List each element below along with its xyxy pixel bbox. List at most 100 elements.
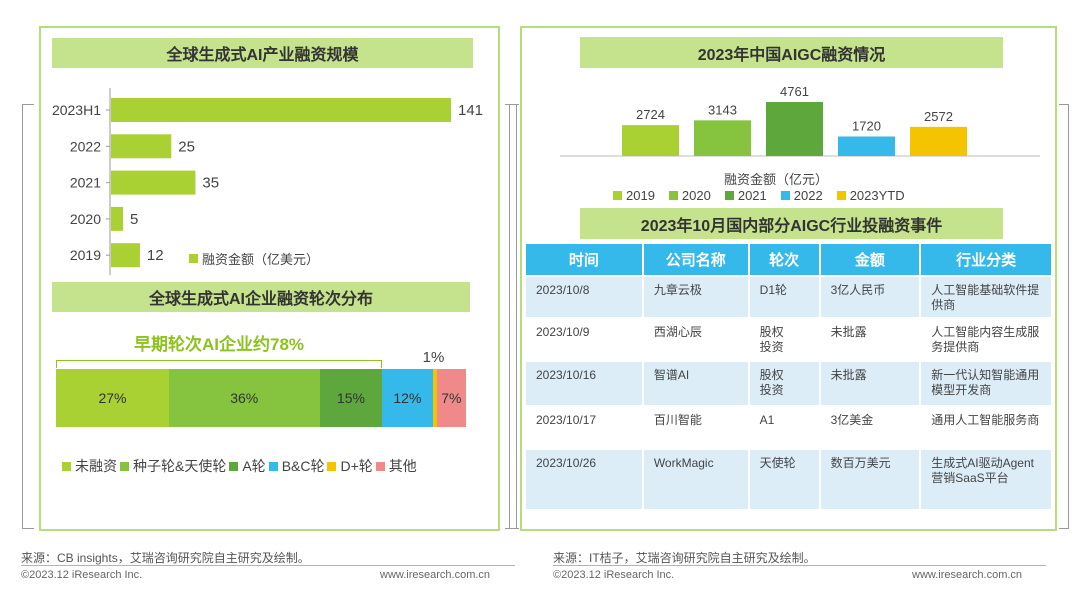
table-cell: 九章云极 — [642, 275, 750, 318]
table-cell: 智谱AI — [642, 360, 750, 406]
china-xlabel: 融资金额（亿元） — [724, 172, 829, 187]
china-xlabel-wrap: 融资金额（亿元） — [724, 169, 828, 188]
table-cell: 西湖心辰 — [642, 317, 750, 361]
legend-swatch — [120, 461, 129, 471]
china-value-label: 1720 — [852, 118, 881, 133]
china-value-label: 3143 — [708, 102, 737, 117]
table-cell: 数百万美元 — [819, 448, 922, 509]
china-value-label: 2572 — [924, 109, 953, 124]
funding-bar — [111, 134, 172, 159]
funding-bar — [111, 170, 196, 195]
funding-category-label: 2020 — [70, 211, 101, 227]
stacked-segment: 7% — [436, 369, 466, 427]
rounds-legend-label: D+轮 — [340, 458, 373, 474]
china-value-label: 4761 — [780, 84, 809, 99]
col-category-header: 行业分类 — [920, 244, 1053, 276]
stacked-small-label: 1% — [422, 349, 445, 366]
col-amount-header: 金额 — [819, 244, 922, 276]
table-row: 2023/10/26 WorkMagic 天使轮 数百万美元 生成式AI驱动Ag… — [526, 448, 1053, 509]
legend-swatch — [268, 461, 278, 471]
table-cell: 2023/10/17 — [526, 405, 644, 449]
legend-swatch — [613, 191, 622, 200]
col-company-header: 公司名称 — [642, 244, 750, 276]
right-website: www.iresearch.com.cn — [912, 569, 1023, 581]
rounds-legend-item: D+轮 — [327, 456, 373, 476]
china-legend-item: 2020 — [668, 188, 711, 203]
funding-bar — [111, 243, 140, 268]
legend-swatch — [836, 191, 846, 200]
table-cell: 新一代认知智能通用模型开发商 — [920, 360, 1053, 406]
right-copyright: ©2023.12 iResearch Inc. — [553, 569, 675, 581]
table-cell: 3亿人民币 — [819, 275, 922, 318]
rounds-legend-item: 其他 — [375, 456, 417, 476]
funding-value-label: 5 — [130, 211, 138, 228]
col-time-header: 时间 — [526, 244, 644, 276]
funding-value-label: 141 — [458, 102, 483, 119]
table-cell: 天使轮 — [748, 448, 821, 509]
china-legend-label: 2021 — [737, 188, 767, 203]
funding-bar — [111, 98, 451, 122]
stacked-segment: 27% — [56, 369, 169, 427]
table-row: 2023/10/9 西湖心辰 股权投资 未批露 人工智能内容生成服务提供商 — [526, 317, 1053, 361]
china-legend-label: 2020 — [681, 188, 711, 203]
left-copyright: ©2023.12 iResearch Inc. — [21, 569, 143, 581]
funding-legend-label: 融资金额（亿美元） — [202, 252, 320, 267]
events-table-title: 2023年10月国内部分AIGC行业投融资事件 — [580, 208, 1003, 239]
legend-swatch — [780, 191, 790, 200]
stacked-segment: 15% — [319, 369, 383, 427]
rounds-legend-label: 其他 — [388, 458, 417, 474]
table-cell: 未批露 — [819, 317, 922, 361]
china-bar — [694, 120, 751, 156]
rounds-chart-title: 全球生成式AI企业融资轮次分布 — [52, 282, 470, 312]
funding-value-label: 25 — [178, 138, 195, 155]
funding-chart-title: 全球生成式AI产业融资规模 — [52, 38, 473, 68]
legend-swatch — [62, 461, 71, 471]
table-row: 2023/10/8 九章云极 D1轮 3亿人民币 人工智能基础软件提供商 — [526, 275, 1053, 318]
left-footer-divider — [21, 565, 515, 566]
china-legend-item: 2022 — [780, 188, 823, 203]
table-cell: 未批露 — [819, 360, 922, 406]
early-rounds-brace — [56, 360, 382, 368]
rounds-legend-item: B&C轮 — [268, 456, 325, 476]
left-website: www.iresearch.com.cn — [380, 569, 491, 581]
table-header-row: 时间 公司名称 轮次 金额 行业分类 — [526, 244, 1053, 276]
china-legend-label: 2022 — [793, 188, 823, 203]
legend-swatch — [327, 461, 337, 471]
table-cell: 2023/10/8 — [526, 275, 644, 318]
china-legend-item: 2021 — [724, 188, 767, 203]
rounds-legend-label: B&C轮 — [281, 458, 325, 474]
table-cell: 通用人工智能服务商 — [920, 405, 1053, 449]
rounds-legend-item: 未融资 — [62, 456, 117, 476]
left-frame-bracket — [22, 104, 34, 529]
rounds-legend-label: A轮 — [242, 458, 266, 474]
events-table: 时间 公司名称 轮次 金额 行业分类 2023/10/8 九章云极 D1轮 3亿… — [526, 244, 1053, 509]
rounds-stacked-bar: 27% 36% 15% 12% 7% — [56, 369, 466, 427]
table-cell: WorkMagic — [642, 448, 750, 509]
table-cell: 股权投资 — [748, 317, 821, 361]
china-legend-item: 2019 — [613, 188, 655, 203]
table-cell: 2023/10/9 — [526, 317, 644, 361]
legend-swatch — [189, 254, 198, 263]
stacked-segment — [432, 369, 437, 427]
china-bar — [766, 102, 823, 156]
right-source-note: 来源：IT桔子，艾瑞咨询研究院自主研究及绘制。 — [553, 551, 816, 565]
funding-category-label: 2019 — [70, 247, 101, 263]
table-cell: 生成式AI驱动Agent营销SaaS平台 — [920, 448, 1053, 509]
early-rounds-annotation: 早期轮次AI企业约78% — [133, 335, 305, 354]
legend-swatch — [724, 191, 734, 200]
rounds-legend-item: A轮 — [229, 456, 266, 476]
china-bar — [622, 125, 679, 156]
legend-swatch — [375, 461, 385, 471]
right-frame-bracket-right — [1059, 104, 1069, 529]
china-chart-title: 2023年中国AIGC融资情况 — [580, 37, 1003, 68]
table-cell: 3亿美金 — [819, 405, 922, 449]
table-cell: A1 — [748, 405, 821, 449]
table-cell: 百川智能 — [642, 405, 750, 449]
rounds-legend-item: 种子轮&天使轮 — [120, 456, 226, 476]
table-row: 2023/10/17 百川智能 A1 3亿美金 通用人工智能服务商 — [526, 405, 1053, 449]
legend-swatch — [668, 191, 678, 200]
table-cell: D1轮 — [748, 275, 821, 318]
china-bar — [910, 126, 967, 156]
